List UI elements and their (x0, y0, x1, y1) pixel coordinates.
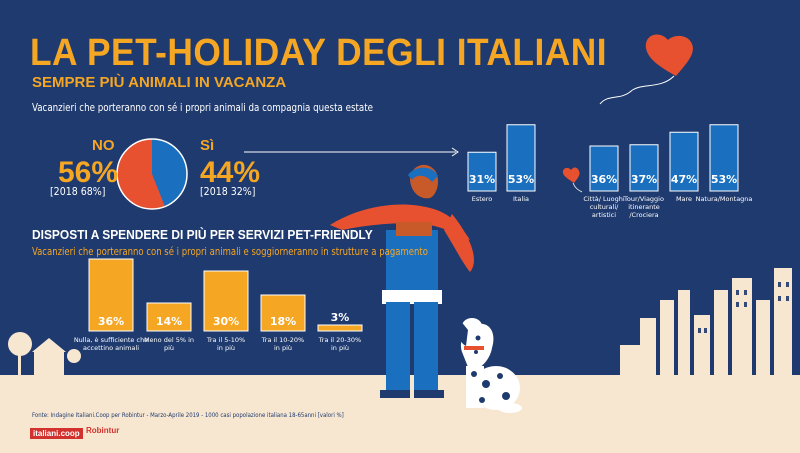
top-bar (506, 124, 536, 192)
section-title-pet-friendly: DISPOSTI A SPENDERE DI PIÙ PER SERVIZI P… (32, 227, 373, 242)
top-bar-category: /Crociera (629, 211, 658, 219)
pie-slice-no (117, 139, 165, 210)
top-bar-category: artistici (592, 211, 616, 219)
bottom-bar-value: 3% (331, 311, 350, 324)
bottom-bar-category: Tra il 20-30% (318, 336, 361, 344)
man-illustration (330, 164, 474, 398)
dog-illustration (458, 318, 522, 413)
bottom-bar-category: Tra il 10-20% (261, 336, 304, 344)
bottom-bar-value: 14% (156, 315, 182, 328)
pie-chart (116, 138, 188, 210)
top-bar-value: 37% (631, 173, 657, 186)
top-bar (709, 124, 739, 192)
robintur-logo: Robintur (86, 426, 120, 435)
page-title: LA PET-HOLIDAY DEGLI ITALIANI (30, 32, 607, 74)
top-bar-category: Estero (472, 195, 493, 203)
bottom-bar-category: Tra il 5-10% (206, 336, 245, 344)
heart-balloon-icon (599, 34, 693, 105)
pie-no-value: 56% (58, 156, 119, 189)
top-bar-value: 53% (711, 173, 737, 186)
bottom-bar-value: 36% (98, 315, 124, 328)
top-bar-category: culturali/ (590, 203, 619, 211)
page-subtitle: SEMPRE PIÙ ANIMALI IN VACANZA (32, 74, 287, 91)
bottom-bar (203, 270, 249, 332)
top-bar (589, 145, 619, 192)
coop-logo: italiani.coop (30, 428, 83, 439)
pie-yes-2018: [2018 32%] (200, 186, 256, 198)
top-bar (669, 131, 699, 192)
top-bar-value: 31% (469, 173, 495, 186)
top-bar-category: Città/ Luoghi (583, 195, 625, 203)
bottom-bar-category: Meno del 5% in (144, 336, 194, 344)
bottom-bar-category: più (164, 344, 174, 352)
top-bar-category: Tour/Viaggio (623, 195, 664, 203)
bottom-bar-category: in più (274, 344, 292, 352)
top-bar-value: 36% (591, 173, 617, 186)
pie-no-2018: [2018 68%] (50, 186, 106, 198)
bottom-bar-value: 30% (213, 315, 239, 328)
city-skyline-illustration (620, 268, 792, 375)
top-bar-category: Natura/Montagna (696, 195, 753, 203)
arrow-icon (244, 147, 459, 157)
source-note: Fonte: Indagine Italiani.Coop per Robint… (32, 412, 344, 419)
top-bar-category: Mare (676, 195, 692, 203)
bottom-bar-category: accettino animali (83, 344, 139, 352)
top-bar-category: itinerante (628, 203, 660, 211)
section-subtitle-pet-friendly: Vacanzieri che porteranno con sé i propr… (32, 245, 428, 258)
bottom-bar-value: 18% (270, 315, 296, 328)
bottom-bar-category: Nulla, è sufficiente che (74, 336, 148, 344)
top-bar (467, 151, 497, 192)
top-bar-value: 53% (508, 173, 534, 186)
top-bar (629, 144, 659, 192)
bottom-bar-category: in più (217, 344, 235, 352)
top-bar-value: 47% (671, 173, 697, 186)
pie-yes-value: 44% (200, 156, 261, 189)
bottom-bar (317, 324, 363, 332)
top-bar-category: Italia (513, 195, 529, 203)
small-heart-icon (562, 167, 583, 193)
destination-bar-chart: 31% Estero 53% Italia 36% Città/ Luoghicultur… (467, 124, 753, 219)
left-houses-illustration (8, 332, 81, 375)
pie-yes-label: Sì (200, 137, 215, 154)
bottom-bar (146, 302, 192, 332)
bottom-bar (260, 294, 306, 332)
bottom-bar (88, 258, 134, 332)
intro-text: Vacanzieri che porteranno con sé i propr… (32, 101, 374, 114)
bottom-bar-category: in più (331, 344, 349, 352)
pie-no-label: NO (92, 137, 115, 154)
